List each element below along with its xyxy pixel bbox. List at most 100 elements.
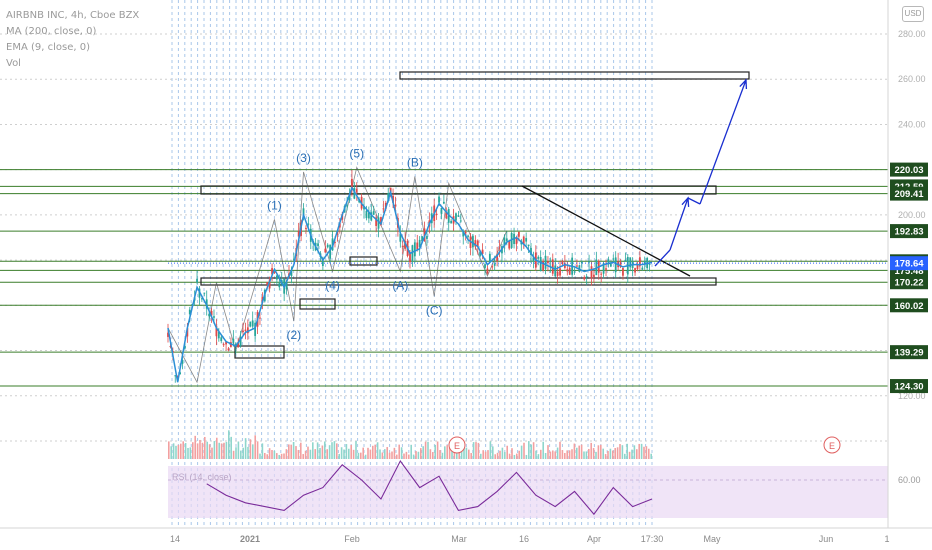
- volume-bar: [604, 454, 607, 459]
- volume-bar: [235, 447, 237, 459]
- volume-bar: [244, 438, 247, 459]
- level-price-tag: [890, 224, 928, 239]
- wave-box: [349, 256, 378, 266]
- volume-bar: [256, 441, 259, 459]
- zigzag-layer: [167, 166, 508, 384]
- volume-bar: [578, 445, 580, 459]
- rsi-line: [206, 459, 653, 516]
- candle-body: [382, 208, 385, 210]
- ema-indicator-label[interactable]: EMA (9, close, 0): [6, 42, 90, 53]
- volume-bar: [432, 452, 434, 459]
- candle-body: [370, 212, 373, 221]
- candle-body: [246, 327, 249, 334]
- volume-bar: [194, 435, 196, 459]
- level-price-tag: [890, 275, 928, 290]
- time-axis[interactable]: 14 2021 Feb Mar 16 Apr 17:30 May Jun 1: [170, 534, 890, 544]
- candle-body: [285, 283, 288, 290]
- volume-bar: [516, 453, 518, 459]
- volume-bar: [352, 449, 355, 459]
- candle-body: [266, 282, 269, 285]
- volume-bar: [288, 444, 290, 459]
- price-axis[interactable]: 120.00140.00160.00180.00200.00220.00240.…: [168, 29, 928, 401]
- level-price-label: 175.48: [894, 266, 923, 277]
- volume-bar: [559, 441, 561, 459]
- candle-body: [530, 247, 532, 255]
- x-tick-label: 1: [884, 534, 889, 544]
- symbol-title[interactable]: AIRBNB INC, 4h, Cboe BZX: [6, 10, 140, 21]
- projection-arrow-2-head: [739, 78, 748, 90]
- volume-bar: [261, 443, 264, 459]
- price-layer: [167, 186, 653, 383]
- volume-bar: [566, 450, 568, 459]
- candle-body: [244, 329, 247, 332]
- ma-indicator-label[interactable]: MA (200, close, 0): [6, 26, 97, 37]
- candle-body: [188, 309, 191, 315]
- volume-indicator-label[interactable]: Vol: [6, 58, 21, 69]
- volume-bar: [561, 450, 564, 459]
- volume-bar: [180, 443, 182, 459]
- candle-body: [438, 196, 440, 203]
- y-tick-label: 280.00: [898, 29, 926, 39]
- volume-bar: [530, 444, 532, 459]
- volume-bar: [554, 451, 556, 459]
- candle-body: [208, 313, 211, 317]
- volume-bar: [616, 447, 619, 459]
- candle-body: [600, 273, 603, 275]
- candle-body: [609, 263, 612, 267]
- zigzag-line: [167, 166, 508, 384]
- volume-bar: [345, 444, 348, 459]
- volume-bar: [475, 442, 477, 459]
- volume-bar: [626, 443, 628, 459]
- candle-body: [634, 268, 636, 273]
- rsi-band: [168, 466, 888, 518]
- candle-body: [184, 345, 186, 349]
- level-price-tag: [890, 379, 928, 394]
- volume-bar: [357, 452, 360, 459]
- candle-body: [179, 372, 181, 375]
- volume-bar: [170, 446, 172, 459]
- candle-body: [399, 233, 402, 242]
- volume-bar: [247, 446, 249, 459]
- candle-body: [474, 240, 477, 247]
- x-tick-label: Jun: [819, 534, 834, 544]
- candle-body: [629, 257, 632, 268]
- candle-body: [445, 212, 448, 219]
- candle-body: [377, 217, 380, 229]
- candle-body: [334, 241, 336, 243]
- volume-bar: [624, 453, 626, 459]
- currency-button[interactable]: USD: [902, 6, 924, 22]
- candle-body: [607, 259, 610, 265]
- candle-body: [411, 245, 414, 261]
- level-price-label: 124.30: [894, 382, 923, 393]
- candle-body: [593, 274, 595, 277]
- candle-body: [426, 236, 428, 239]
- candle-body: [457, 215, 460, 217]
- candle-body: [484, 264, 486, 268]
- candle-body: [590, 266, 593, 279]
- candle-body: [544, 255, 547, 269]
- projection-arrows: [654, 78, 748, 267]
- candle-body: [292, 259, 295, 261]
- candle-body: [612, 258, 615, 260]
- candle-body: [619, 262, 622, 268]
- current-price-tag: [890, 256, 928, 271]
- volume-bar: [580, 444, 583, 459]
- volume-bar: [295, 446, 297, 459]
- x-tick-label: 17:30: [641, 534, 664, 544]
- volume-bar: [460, 449, 463, 459]
- volume-bar: [595, 451, 597, 459]
- volume-bar: [369, 449, 372, 459]
- candle-body: [169, 346, 172, 348]
- volume-bar: [410, 444, 412, 459]
- volume-bar: [405, 451, 408, 459]
- wave-label: (B): [407, 155, 423, 169]
- volume-bar: [211, 447, 213, 459]
- volume-bar: [333, 441, 336, 459]
- volume-bar: [508, 453, 511, 459]
- volume-bar: [220, 443, 223, 459]
- candle-body: [563, 263, 566, 268]
- volume-bar: [319, 448, 321, 459]
- x-tick-label: 14: [170, 534, 180, 544]
